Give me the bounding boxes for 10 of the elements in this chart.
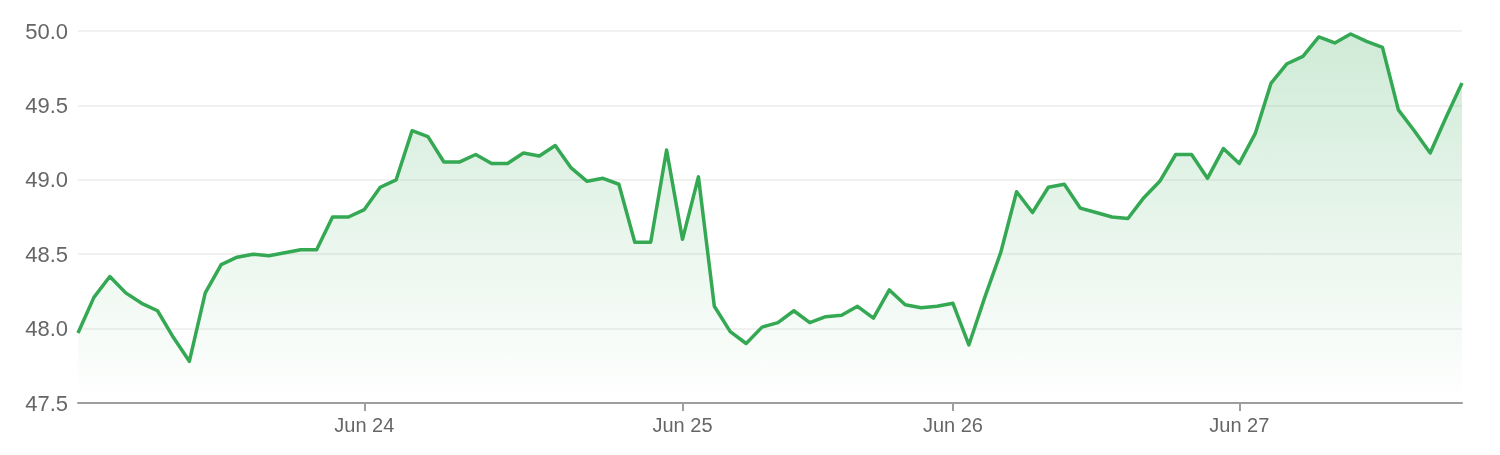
y-tick-label: 48.5 — [25, 241, 68, 267]
y-tick-label: 49.5 — [25, 92, 68, 118]
y-tick-label: 50.0 — [25, 18, 68, 44]
y-tick-label: 47.5 — [25, 390, 68, 416]
x-tick-label: Jun 24 — [334, 414, 395, 436]
y-tick-label: 48.0 — [25, 316, 68, 342]
x-tick-label: Jun 26 — [922, 414, 983, 436]
y-tick-label: 49.0 — [25, 167, 68, 193]
x-tick-label: Jun 25 — [652, 414, 713, 436]
x-tick-label: Jun 27 — [1209, 414, 1270, 436]
